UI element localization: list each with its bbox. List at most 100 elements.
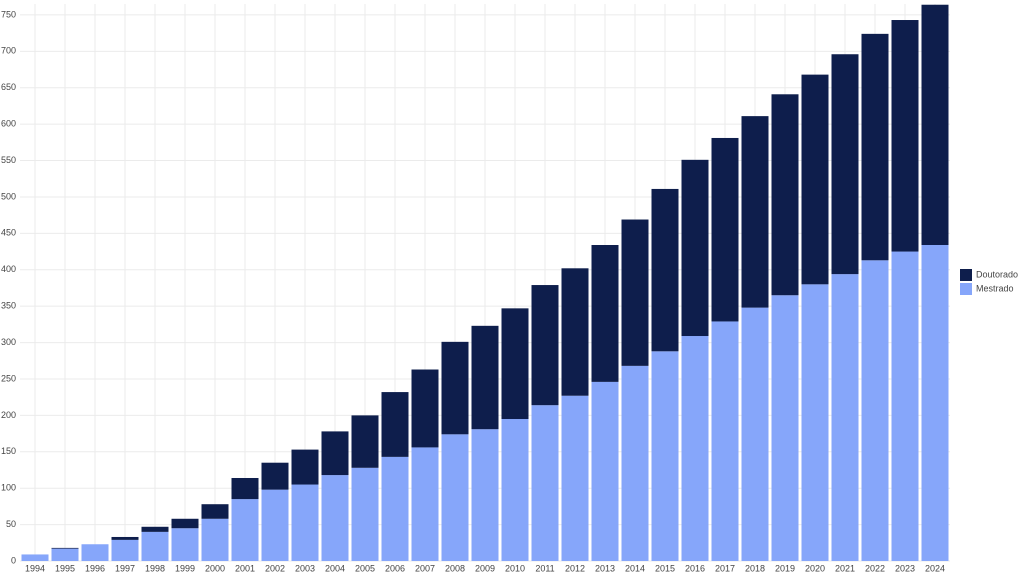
bar-segment <box>801 284 829 561</box>
y-tick-label: 700 <box>1 46 16 56</box>
bar-segment <box>771 94 799 296</box>
bar-segment <box>111 536 139 540</box>
x-tick-label: 2013 <box>595 563 615 573</box>
bar-segment <box>141 526 169 532</box>
bar-segment <box>561 395 589 561</box>
bar-segment <box>861 33 889 261</box>
bar-segment <box>381 456 409 561</box>
x-tick-label: 1996 <box>85 563 105 573</box>
bar-segment <box>801 74 829 285</box>
y-tick-label: 100 <box>1 483 16 493</box>
bar-segment <box>51 547 79 549</box>
bar-segment <box>681 159 709 337</box>
y-tick-label: 250 <box>1 373 16 383</box>
bar-segment <box>351 415 379 468</box>
x-tick-label: 1997 <box>115 563 135 573</box>
bar-segment <box>51 548 79 561</box>
bar-segment <box>531 405 559 561</box>
x-tick-label: 2006 <box>385 563 405 573</box>
y-tick-label: 200 <box>1 410 16 420</box>
x-tick-label: 2019 <box>775 563 795 573</box>
bar-segment <box>471 325 499 430</box>
bar-segment <box>261 462 289 490</box>
x-tick-label: 2015 <box>655 563 675 573</box>
bar-segment <box>231 499 259 561</box>
x-tick-label: 2010 <box>505 563 525 573</box>
bar-segment <box>471 429 499 561</box>
x-tick-label: 2011 <box>535 563 554 573</box>
x-tick-label: 2012 <box>565 563 585 573</box>
bar-segment <box>711 321 739 561</box>
x-tick-label: 1995 <box>55 563 75 573</box>
bar-segment <box>111 539 139 561</box>
bar-segment <box>291 484 319 561</box>
y-tick-label: 350 <box>1 301 16 311</box>
bar-segment <box>651 188 679 352</box>
bar-segment <box>171 528 199 561</box>
bar-segment <box>711 137 739 322</box>
x-tick-label: 2021 <box>835 563 855 573</box>
bar-segment <box>741 116 769 308</box>
bar-segment <box>21 554 49 561</box>
x-tick-label: 2008 <box>445 563 465 573</box>
bar-segment <box>351 467 379 561</box>
x-tick-label: 1999 <box>175 563 195 573</box>
bar-segment <box>141 531 169 561</box>
bar-segment <box>531 285 559 406</box>
x-tick-label: 2003 <box>295 563 315 573</box>
x-tick-label: 2004 <box>325 563 345 573</box>
y-tick-label: 400 <box>1 264 16 274</box>
bar-segment <box>591 245 619 382</box>
bar-segment <box>441 434 469 561</box>
x-tick-label: 2009 <box>475 563 495 573</box>
bar-segment <box>321 475 349 561</box>
bar-segment <box>741 307 769 561</box>
bar-segment <box>771 295 799 561</box>
legend-swatch <box>960 269 972 281</box>
bar-segment <box>291 449 319 485</box>
y-tick-label: 150 <box>1 446 16 456</box>
bar-segment <box>561 268 589 396</box>
bar-segment <box>501 419 529 561</box>
x-tick-label: 2020 <box>805 563 825 573</box>
legend-label: Mestrado <box>976 283 1014 293</box>
x-tick-label: 1998 <box>145 563 165 573</box>
legend-label: Doutorado <box>976 269 1018 279</box>
bar-segment <box>441 341 469 435</box>
y-tick-label: 600 <box>1 119 16 129</box>
x-tick-label: 2000 <box>205 563 225 573</box>
y-tick-label: 750 <box>1 9 16 19</box>
x-tick-label: 2002 <box>265 563 285 573</box>
bar-segment <box>411 447 439 561</box>
bar-segment <box>921 4 949 246</box>
bar-segment <box>591 381 619 561</box>
bar-segment <box>321 431 349 476</box>
bar-segment <box>261 489 289 561</box>
y-tick-label: 450 <box>1 228 16 238</box>
bar-segment <box>621 219 649 366</box>
x-tick-label: 2005 <box>355 563 375 573</box>
x-tick-label: 2017 <box>715 563 735 573</box>
x-tick-label: 2018 <box>745 563 765 573</box>
x-tick-label: 2007 <box>415 563 435 573</box>
y-tick-label: 50 <box>6 519 16 529</box>
bar-segment <box>891 20 919 252</box>
y-tick-label: 500 <box>1 191 16 201</box>
bar-segment <box>171 518 199 529</box>
bar-segment <box>231 477 259 500</box>
x-tick-label: 2001 <box>235 563 255 573</box>
y-tick-label: 650 <box>1 82 16 92</box>
y-tick-label: 0 <box>11 555 16 565</box>
x-tick-label: 2023 <box>895 563 915 573</box>
x-tick-label: 2014 <box>625 563 645 573</box>
bar-segment <box>201 504 229 519</box>
x-tick-label: 2016 <box>685 563 705 573</box>
y-tick-label: 300 <box>1 337 16 347</box>
legend-swatch <box>960 283 972 295</box>
bar-segment <box>651 351 679 561</box>
bar-segment <box>831 54 859 275</box>
bar-segment <box>381 392 409 457</box>
x-tick-label: 1994 <box>25 563 45 573</box>
bar-segment <box>201 518 229 561</box>
